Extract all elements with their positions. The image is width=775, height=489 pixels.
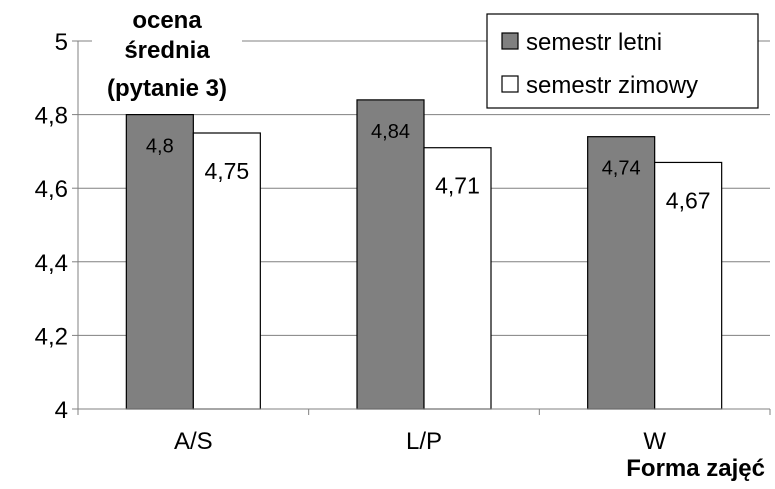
data-label: 4,71	[435, 173, 480, 199]
data-label: 4,8	[146, 136, 174, 158]
bar-semestr-letni	[356, 99, 425, 410]
bar-semestr-zimowy	[654, 161, 723, 410]
legend-swatch	[501, 32, 519, 50]
chart-title-line: ocena	[132, 7, 202, 34]
legend: semestr letni semestr zimowy	[486, 13, 759, 109]
legend-box	[486, 13, 759, 109]
bar-semestr-letni	[587, 136, 656, 410]
bar-semestr-letni	[125, 113, 194, 410]
axes: 4 4,2 4,4 4,6 4,8 5 A/S L/P W	[35, 29, 771, 455]
legend-label: semestr zimowy	[526, 72, 698, 99]
title-background	[92, 0, 242, 104]
y-tick-label: 4,2	[35, 323, 68, 350]
chart-title-line: (pytanie 3)	[107, 75, 227, 102]
legend-swatch	[501, 75, 519, 93]
bars	[125, 99, 723, 410]
data-label: 4,67	[666, 187, 711, 213]
bar-semestr-zimowy	[192, 132, 261, 410]
chart-title: ocena średnia (pytanie 3)	[92, 0, 242, 104]
data-label: 4,74	[602, 158, 641, 180]
data-labels: 4,8 4,75 4,84 4,71 4,74 4,67	[146, 121, 711, 214]
y-tick-label: 5	[55, 29, 68, 56]
x-tick-label: W	[643, 428, 666, 455]
data-label: 4,84	[371, 121, 410, 143]
y-tick-label: 4,6	[35, 176, 68, 203]
x-tick-label: L/P	[406, 428, 442, 455]
y-tick-label: 4,8	[35, 103, 68, 130]
data-label: 4,75	[204, 158, 249, 184]
legend-label: semestr letni	[526, 29, 662, 56]
y-tick-label: 4,4	[35, 250, 68, 277]
x-axis-label: Forma zajęć	[626, 455, 765, 482]
chart-title-line: średnia	[124, 37, 210, 64]
x-tick-label: A/S	[174, 428, 213, 455]
y-tick-label: 4	[55, 397, 68, 424]
